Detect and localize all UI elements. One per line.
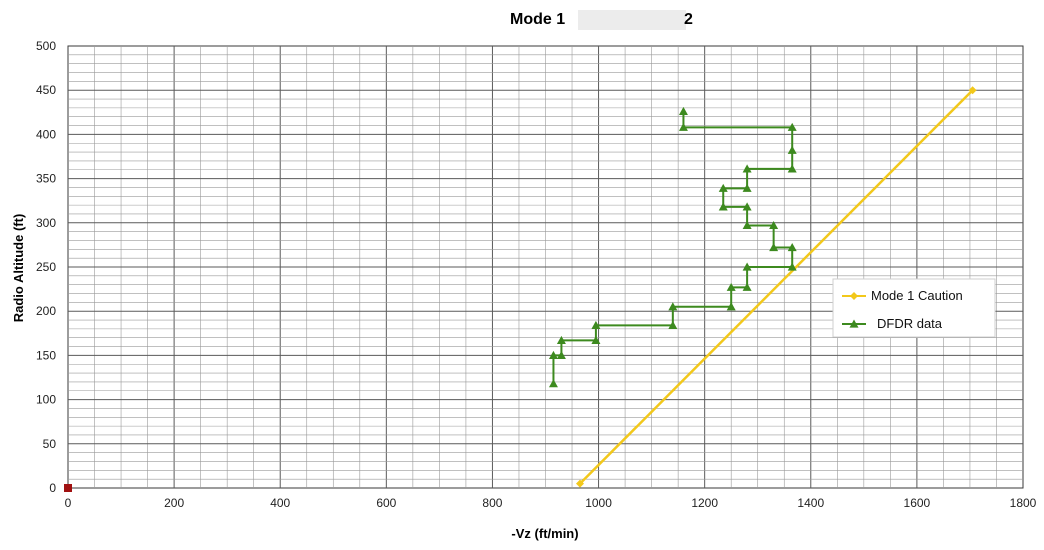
y-tick-label: 250 <box>36 260 56 274</box>
data-point-series-1 <box>591 320 601 329</box>
x-tick-label: 0 <box>65 496 72 510</box>
legend-swatch-marker <box>850 292 858 300</box>
data-point-series-1 <box>548 379 558 388</box>
x-tick-label: 1600 <box>904 496 931 510</box>
x-axis-label: -Vz (ft/min) <box>511 526 578 541</box>
data-point-series-0 <box>968 86 977 95</box>
chart-title-right: 2 <box>684 11 693 28</box>
title-redaction-block <box>578 10 686 30</box>
data-point-series-1 <box>742 262 752 271</box>
data-point-series-1 <box>769 243 779 252</box>
y-tick-label: 100 <box>36 393 56 407</box>
series-line-0 <box>579 89 974 485</box>
y-tick-label: 350 <box>36 172 56 186</box>
data-point-series-1 <box>591 335 601 344</box>
data-point-series-1 <box>787 145 797 154</box>
legend-label-mode1-caution: Mode 1 Caution <box>871 288 963 303</box>
data-point-series-1 <box>787 122 797 131</box>
data-point-series-0 <box>575 479 584 488</box>
data-point-series-1 <box>742 183 752 192</box>
legend: Mode 1 Caution DFDR data <box>832 278 996 338</box>
data-point-series-1 <box>742 220 752 230</box>
chart-title-left: Mode 1 <box>510 11 565 28</box>
legend-swatch-marker <box>849 319 859 328</box>
grid <box>67 45 1024 489</box>
x-tick-label: 1200 <box>691 496 718 510</box>
y-tick-label: 150 <box>36 348 56 362</box>
tick-labels: 0 200 400 600 800 1000 1200 1400 1600 1800 0 50 100 1… <box>36 39 1037 510</box>
y-tick-label: 200 <box>36 304 56 318</box>
y-tick-label: 500 <box>36 39 56 53</box>
y-tick-label: 300 <box>36 216 56 230</box>
data-point-series-1 <box>718 183 728 192</box>
y-tick-label: 50 <box>43 437 57 451</box>
data-point-series-1 <box>769 220 779 230</box>
data-point-series-1 <box>556 350 566 359</box>
data-point-series-1 <box>742 164 752 173</box>
x-tick-label: 800 <box>482 496 502 510</box>
y-tick-label: 450 <box>36 83 56 97</box>
x-tick-label: 1400 <box>797 496 824 510</box>
data-point-series-1 <box>742 282 752 291</box>
data-point-series-1 <box>787 243 797 252</box>
x-tick-label: 400 <box>270 496 290 510</box>
chart-title: Mode 1 2 <box>510 10 693 30</box>
data-point-series-1 <box>718 202 728 211</box>
legend-label-dfdr-data: DFDR data <box>877 316 943 331</box>
data-point-series-1 <box>742 202 752 211</box>
x-tick-label: 600 <box>376 496 396 510</box>
y-tick-label: 0 <box>49 481 56 495</box>
data-point-series-1 <box>678 106 688 116</box>
data-point-series-1 <box>548 350 558 359</box>
data-point-series-1 <box>668 302 678 311</box>
data-point-series-1 <box>668 320 678 329</box>
legend-item-mode1-caution: Mode 1 Caution <box>842 288 963 303</box>
data-point-series-1 <box>787 262 797 271</box>
x-tick-label: 1800 <box>1010 496 1037 510</box>
data-point-series-1 <box>556 335 566 344</box>
x-tick-label: 200 <box>164 496 184 510</box>
data-point-series-1 <box>726 302 736 311</box>
series-layer <box>64 86 977 492</box>
data-point-series-1 <box>726 282 736 291</box>
data-point-series-1 <box>787 164 797 173</box>
x-tick-label: 1000 <box>585 496 612 510</box>
y-axis-label: Radio Altitude (ft) <box>11 214 26 323</box>
data-point-series-1 <box>678 122 688 131</box>
origin-marker <box>64 484 72 492</box>
legend-item-dfdr-data: DFDR data <box>842 316 943 331</box>
y-tick-label: 400 <box>36 127 56 141</box>
legend-box <box>832 278 996 338</box>
